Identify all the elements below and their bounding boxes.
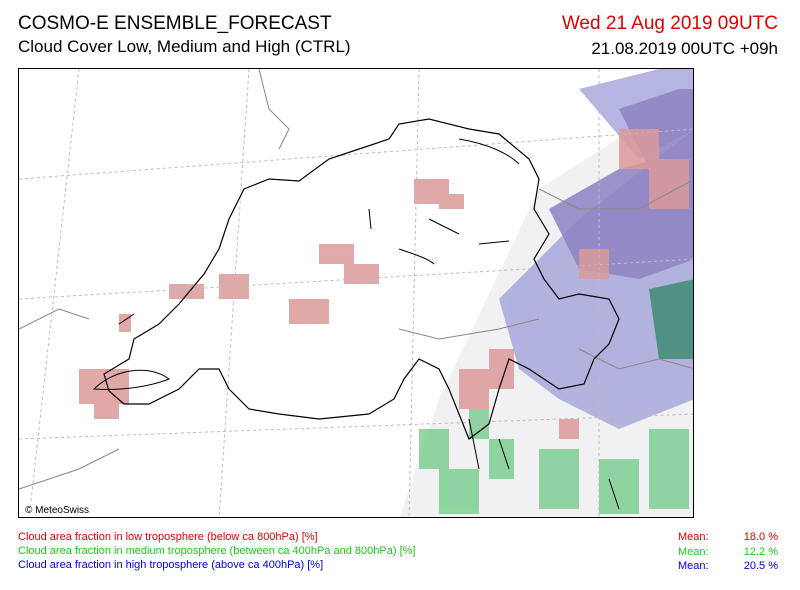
lake-neuchatel [118, 313, 135, 325]
mean-label: Mean: [678, 546, 709, 558]
medium-cloud-layer [419, 409, 689, 514]
lake-maggiore [468, 418, 480, 470]
mean-value: 12.2 % [743, 546, 778, 558]
mean-label: Mean: [678, 560, 709, 572]
valid-time: Wed 21 Aug 2019 09UTC [561, 13, 778, 34]
graticule [19, 69, 693, 517]
lake-lucerne [398, 248, 435, 265]
cloud-cover-map: © MeteoSwiss [19, 69, 693, 517]
chart-subtitle: Cloud Cover Low, Medium and High (CTRL) [18, 37, 351, 56]
country-borders-gray [19, 69, 693, 490]
overlap-high-medium-cloud [649, 279, 693, 359]
legend-medium-cloud: Cloud area fraction in medium tropospher… [18, 545, 416, 557]
mean-value: 20.5 % [743, 560, 778, 572]
lake-geneva [92, 369, 171, 390]
lake-walen [478, 240, 510, 245]
swiss-border [103, 118, 620, 440]
lake-constance [458, 138, 520, 165]
copyright-label: © MeteoSwiss [25, 505, 89, 516]
lake-como [498, 438, 510, 470]
legend-low-cloud: Cloud area fraction in low troposphere (… [18, 531, 318, 543]
lake-zurich [428, 218, 460, 235]
lake-garda [608, 478, 620, 510]
run-time: 21.08.2019 00UTC +09h [591, 39, 778, 58]
mean-label: Mean: [678, 531, 709, 543]
map-panel: © MeteoSwiss [18, 68, 694, 518]
lake-zug [368, 208, 372, 230]
lakes [92, 138, 620, 510]
chart-title: COSMO-E ENSEMBLE_FORECAST [18, 13, 332, 34]
legend-high-cloud: Cloud area fraction in high troposphere … [18, 559, 324, 571]
mean-value: 18.0 % [743, 531, 778, 543]
